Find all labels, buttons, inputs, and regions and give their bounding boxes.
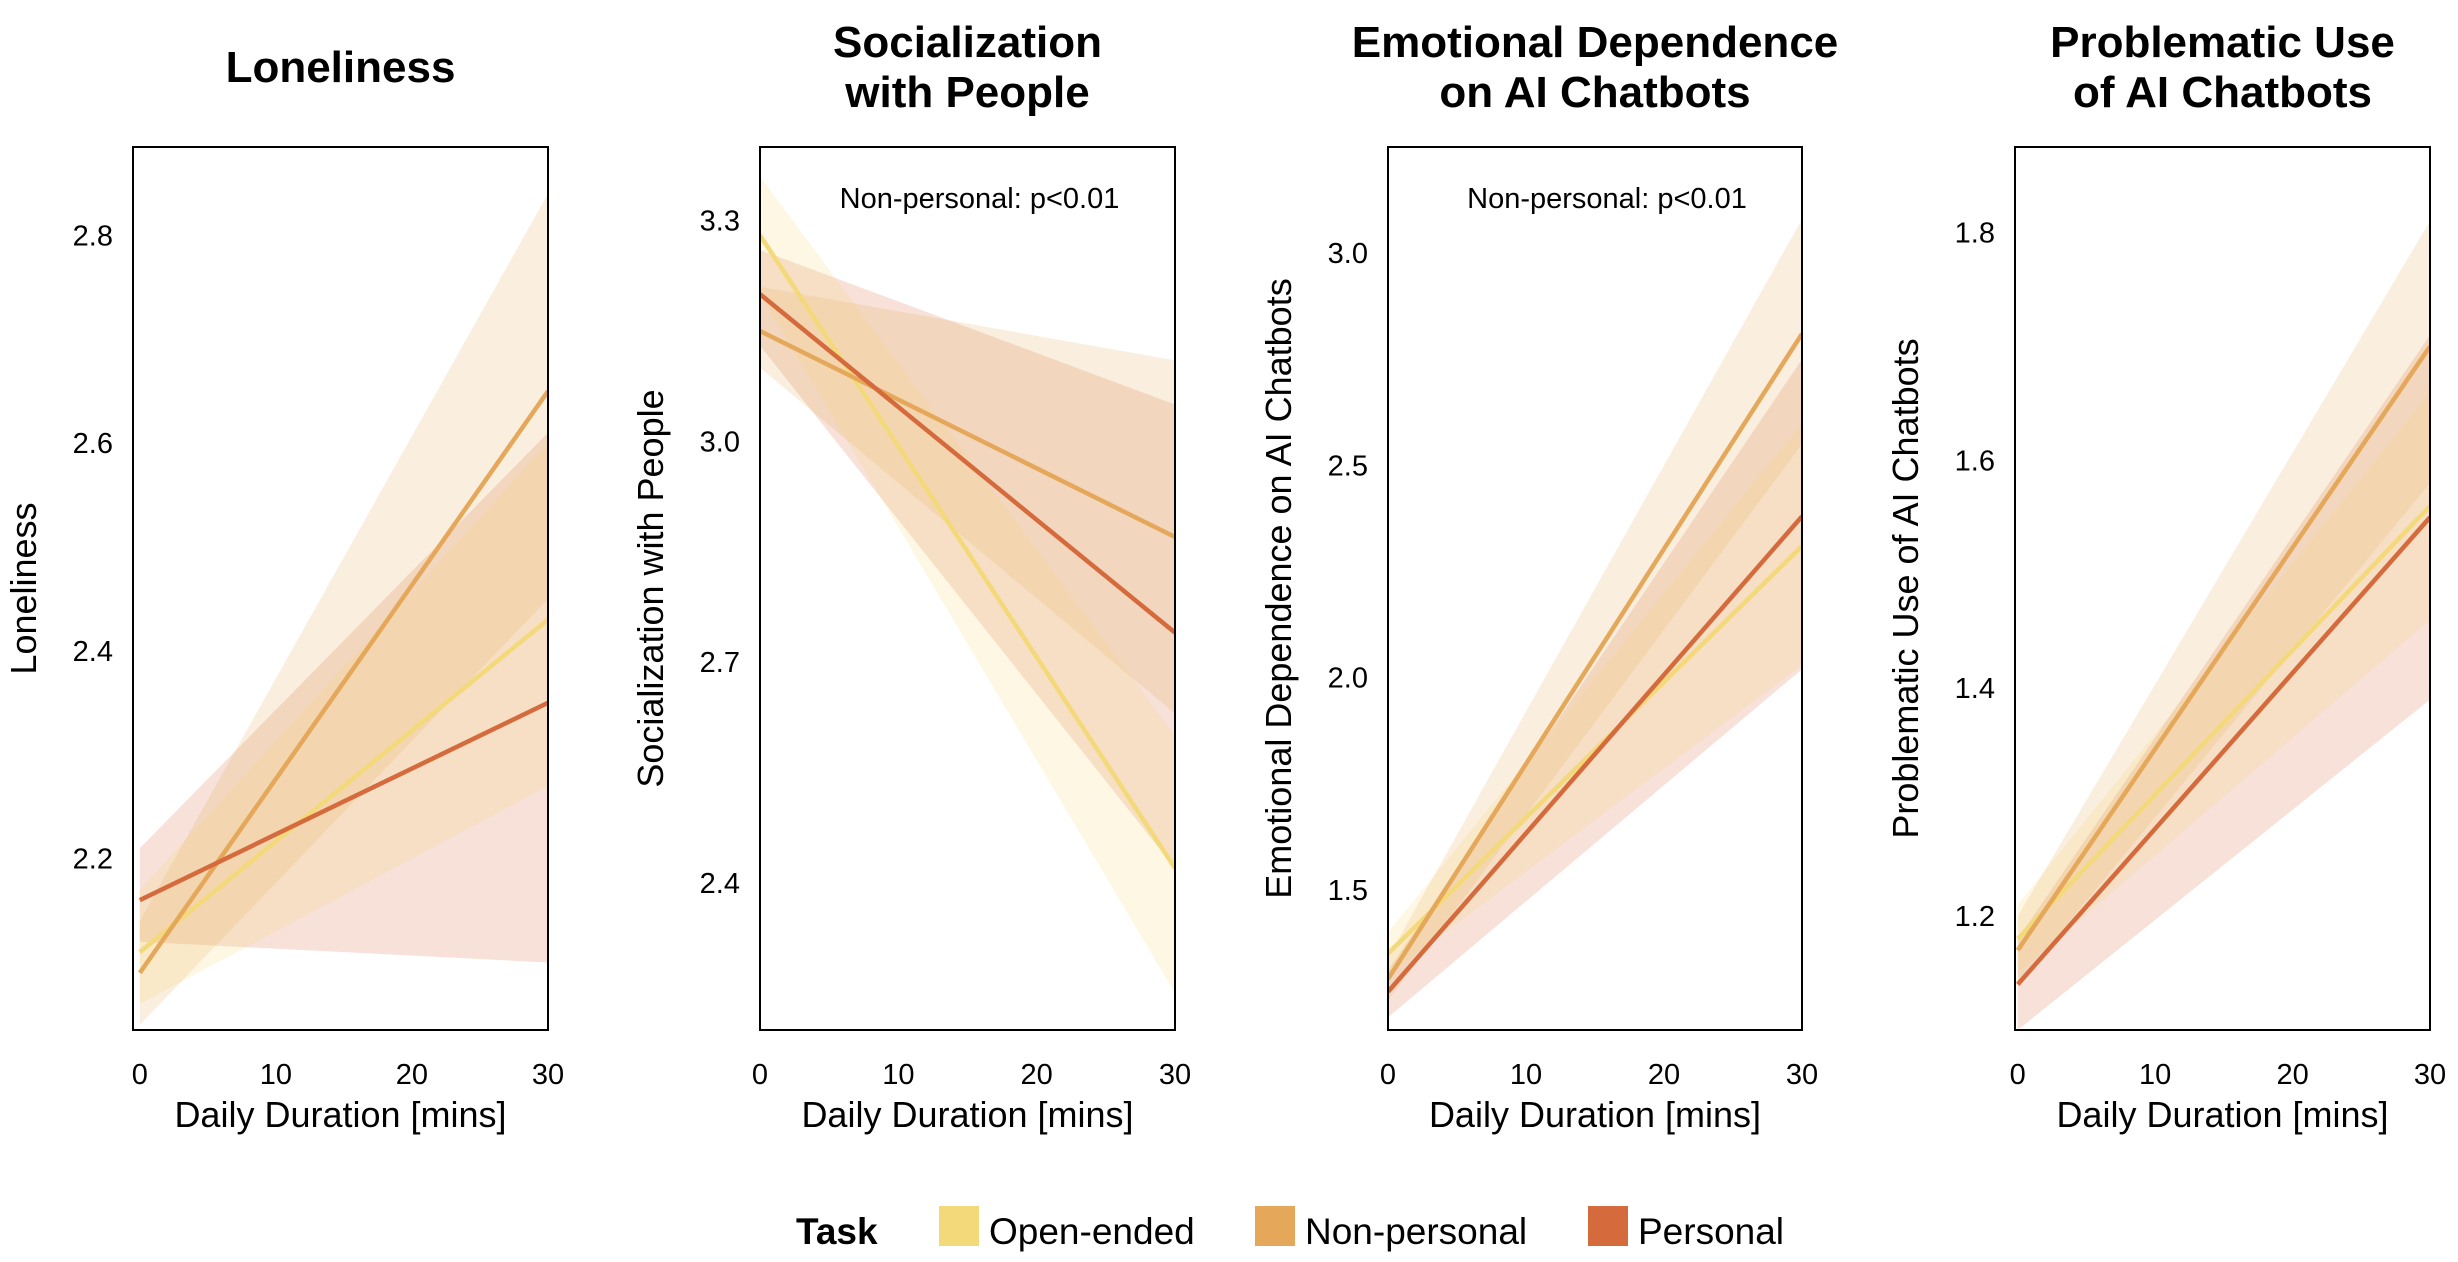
y-tick-label: 2.4 [700, 868, 740, 900]
x-tick-label: 0 [752, 1059, 768, 1091]
legend-title: Task [796, 1211, 878, 1252]
x-axis-label: Daily Duration [mins] [2056, 1094, 2388, 1135]
panel-loneliness: Loneliness 0 10 20 30 2.2 2.4 2.6 2.8 Daily Durat… [3, 43, 564, 1135]
panel-title: Problematic Use [2050, 18, 2395, 67]
line-personal [2016, 515, 2430, 986]
y-tick-label: 3.3 [700, 206, 740, 238]
x-tick-label: 30 [532, 1059, 564, 1091]
y-axis-label: Socialization with People [630, 389, 671, 787]
y-tick-label: 2.0 [1328, 663, 1368, 695]
x-axis-label: Daily Duration [mins] [801, 1094, 1133, 1135]
plot-area [2015, 221, 2430, 1030]
panel-title: Loneliness [226, 43, 456, 92]
plot-frame [1387, 146, 1803, 1031]
line-non-personal [760, 328, 1175, 540]
line-open-ended [760, 234, 1175, 870]
y-tick-label: 2.2 [73, 844, 113, 876]
x-tick-label: 10 [882, 1059, 914, 1091]
y-tick-label: 2.7 [700, 647, 740, 679]
x-tick-label: 0 [132, 1059, 148, 1091]
y-tick-label: 1.5 [1328, 875, 1368, 907]
panel-title: Socialization [833, 18, 1102, 67]
legend-label-open-ended: Open-ended [989, 1211, 1195, 1252]
y-axis-label: Problematic Use of AI Chatbots [1885, 338, 1926, 838]
ci-band-open-ended [139, 443, 548, 1004]
panel-title: of AI Chatbots [2073, 68, 2372, 117]
legend-swatch-open-ended [939, 1206, 979, 1246]
y-tick-label: 3.0 [1328, 238, 1368, 270]
ci-band-non-personal [139, 193, 548, 1025]
plot-frame [2014, 146, 2431, 1031]
y-axis-label: Loneliness [3, 502, 44, 674]
y-tick-label: 2.6 [73, 428, 113, 460]
x-axis-label: Daily Duration [mins] [174, 1094, 506, 1135]
panel-title: with People [844, 68, 1089, 117]
x-tick-label: 20 [1648, 1059, 1680, 1091]
plot-area [760, 176, 1175, 994]
ci-band-non-personal [2017, 221, 2430, 985]
x-tick-label: 0 [1380, 1059, 1396, 1091]
y-tick-label: 3.0 [700, 426, 740, 458]
y-tick-label: 2.4 [73, 636, 113, 668]
legend: Task Open-ended Non-personal Personal [796, 1206, 1784, 1252]
line-open-ended [2016, 504, 2430, 941]
x-tick-label: 30 [1786, 1059, 1818, 1091]
line-open-ended [138, 617, 548, 954]
plot-frame [759, 146, 1176, 1031]
x-tick-label: 20 [1021, 1059, 1053, 1091]
line-non-personal [137, 389, 548, 975]
line-non-personal [1388, 332, 1802, 981]
chart-panels: Loneliness 0 10 20 30 2.2 2.4 2.6 2.8 Daily Durat… [3, 18, 2446, 1135]
ci-band-non-personal [1388, 219, 1802, 1001]
x-axis-label: Daily Duration [mins] [1429, 1094, 1761, 1135]
x-tick-label: 10 [260, 1059, 292, 1091]
line-personal [138, 700, 548, 903]
line-open-ended [1388, 544, 1802, 956]
x-tick-label: 20 [2276, 1059, 2308, 1091]
panel-title: on AI Chatbots [1439, 68, 1750, 117]
y-tick-label: 1.4 [1955, 673, 1995, 705]
y-tick-label: 1.6 [1955, 445, 1995, 477]
ci-band-open-ended [1388, 422, 1802, 975]
legend-label-personal: Personal [1638, 1211, 1784, 1252]
line-personal [1388, 514, 1802, 994]
y-tick-label: 2.8 [73, 220, 113, 252]
legend-swatch-personal [1588, 1206, 1628, 1246]
plot-area [1388, 219, 1802, 1018]
significance-annotation: Non-personal: p<0.01 [840, 183, 1120, 215]
y-tick-label: 2.5 [1328, 450, 1368, 482]
line-non-personal [2015, 345, 2430, 952]
x-tick-label: 10 [2139, 1059, 2171, 1091]
plot-area [137, 193, 548, 1025]
line-personal [760, 292, 1175, 635]
panel-title: Emotional Dependence [1352, 18, 1839, 67]
ci-band-personal [2017, 335, 2430, 1030]
y-axis-label: Emotional Dependence on AI Chatbots [1258, 278, 1299, 898]
significance-annotation: Non-personal: p<0.01 [1467, 183, 1747, 215]
y-tick-label: 1.2 [1955, 901, 1995, 933]
x-tick-label: 30 [1159, 1059, 1191, 1091]
x-tick-label: 20 [396, 1059, 428, 1091]
plot-frame [132, 146, 549, 1031]
x-tick-label: 10 [1510, 1059, 1542, 1091]
x-tick-label: 0 [2010, 1059, 2026, 1091]
x-tick-label: 30 [2414, 1059, 2446, 1091]
legend-swatch-non-personal [1255, 1206, 1295, 1246]
y-tick-label: 1.8 [1955, 217, 1995, 249]
legend-label-non-personal: Non-personal [1305, 1211, 1527, 1252]
